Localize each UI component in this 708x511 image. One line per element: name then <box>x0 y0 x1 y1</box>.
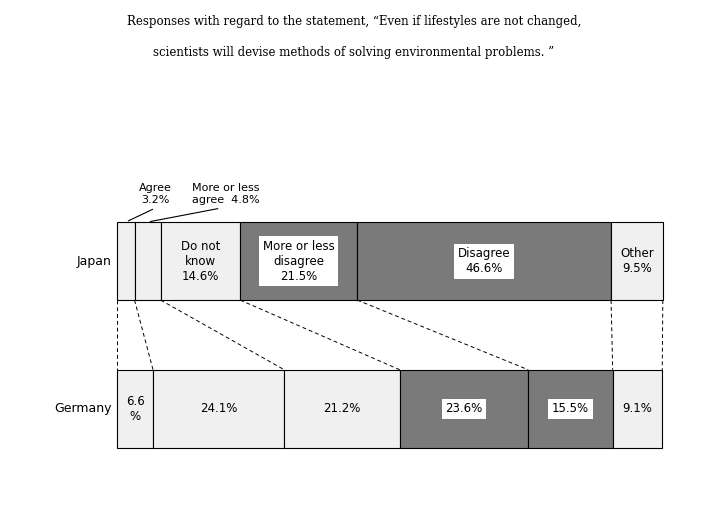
Text: Responses with regard to the statement, “Even if lifestyles are not changed,: Responses with regard to the statement, … <box>127 15 581 28</box>
Bar <box>528 370 612 448</box>
Text: 23.6%: 23.6% <box>445 402 483 415</box>
Bar <box>285 370 400 448</box>
Bar <box>400 370 528 448</box>
Text: Agree
3.2%: Agree 3.2% <box>139 183 171 204</box>
Bar <box>611 222 663 300</box>
Bar <box>612 370 662 448</box>
Text: More or less
disagree
21.5%: More or less disagree 21.5% <box>263 240 335 283</box>
Text: 24.1%: 24.1% <box>200 402 237 415</box>
Text: 21.2%: 21.2% <box>324 402 360 415</box>
Text: scientists will devise methods of solving environmental problems. ”: scientists will devise methods of solvin… <box>154 46 554 59</box>
Text: Other
9.5%: Other 9.5% <box>620 247 653 275</box>
Bar <box>358 222 611 300</box>
Text: Germany: Germany <box>54 402 112 415</box>
Text: More or less
agree  4.8%: More or less agree 4.8% <box>192 183 260 204</box>
Bar <box>161 222 240 300</box>
Bar <box>117 370 153 448</box>
Text: 9.1%: 9.1% <box>622 402 652 415</box>
Text: Do not
know
14.6%: Do not know 14.6% <box>181 240 220 283</box>
Text: Japan: Japan <box>76 254 112 268</box>
Bar <box>135 222 161 300</box>
Bar <box>240 222 358 300</box>
Bar <box>153 370 285 448</box>
Text: 15.5%: 15.5% <box>552 402 589 415</box>
Text: Disagree
46.6%: Disagree 46.6% <box>458 247 510 275</box>
Text: 6.6
%: 6.6 % <box>126 395 144 423</box>
Bar <box>117 222 135 300</box>
